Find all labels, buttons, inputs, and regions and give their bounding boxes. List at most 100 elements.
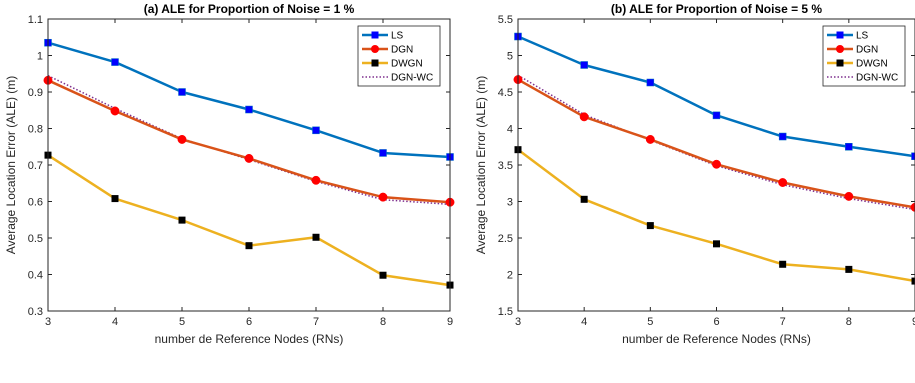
x-tick-label: 7 xyxy=(313,316,319,328)
data-point xyxy=(779,260,787,268)
legend-label: DGN-WC xyxy=(391,73,433,84)
legend-marker xyxy=(836,59,844,67)
x-tick-label: 3 xyxy=(515,316,521,328)
x-tick-label: 4 xyxy=(581,316,587,328)
y-axis-label: Average Location Error (ALE) (m) xyxy=(474,76,488,255)
chart-panel-a: (a) ALE for Proportion of Noise = 1 % 0.3… xyxy=(4,2,455,346)
x-tick-label: 7 xyxy=(780,316,786,328)
y-tick-label: 1 xyxy=(37,51,43,63)
y-tick-label: 0.6 xyxy=(28,197,43,209)
x-axis-label: number de Reference Nodes (RNs) xyxy=(622,332,811,346)
data-point xyxy=(245,242,253,250)
axes-box xyxy=(47,18,451,312)
data-point xyxy=(178,216,186,224)
data-point xyxy=(844,191,854,201)
x-tick-label: 6 xyxy=(713,316,719,328)
y-tick-label: 4 xyxy=(507,124,513,136)
axes-box xyxy=(517,18,915,312)
legend-marker xyxy=(371,31,379,39)
legend-label: DWGN xyxy=(391,59,423,70)
data-point xyxy=(378,192,388,202)
y-axis-label: Average Location Error (ALE) (m) xyxy=(4,76,18,255)
x-tick-label: 8 xyxy=(380,316,386,328)
data-point xyxy=(178,88,186,96)
x-tick-label: 3 xyxy=(45,316,51,328)
legend-item-dgn: DGN xyxy=(827,45,878,56)
data-point xyxy=(110,106,120,116)
data-point xyxy=(580,195,588,203)
y-tick-label: 0.9 xyxy=(28,87,43,99)
y-tick-label: 4.5 xyxy=(498,87,513,99)
data-point xyxy=(845,143,853,151)
data-point xyxy=(911,277,915,285)
legend-marker xyxy=(371,45,379,53)
legend-marker xyxy=(836,45,844,53)
y-tick-label: 0.7 xyxy=(28,160,43,172)
x-tick-label: 5 xyxy=(179,316,185,328)
legend-marker xyxy=(371,59,379,67)
y-tick-label: 2 xyxy=(507,270,513,282)
x-tick-label: 4 xyxy=(112,316,118,328)
data-point xyxy=(244,153,254,163)
y-tick-label: 1.5 xyxy=(498,306,513,318)
y-tick-label: 5.5 xyxy=(498,14,513,26)
data-point xyxy=(911,152,915,160)
x-tick-label: 8 xyxy=(846,316,852,328)
legend: LS DGN DWGN DGN-WC xyxy=(822,25,906,87)
y-tick-label: 5 xyxy=(507,51,513,63)
data-point xyxy=(579,112,589,122)
series-ls xyxy=(44,38,454,161)
legend-label: DGN xyxy=(856,45,878,56)
data-point xyxy=(646,222,654,230)
data-point xyxy=(778,178,788,187)
y-tick-label: 0.3 xyxy=(28,306,43,318)
legend-item-dgn-wc: DGN-WC xyxy=(827,73,898,84)
legend-item-dgn: DGN xyxy=(362,45,413,56)
x-tick-label: 9 xyxy=(447,316,453,328)
legend-item-dgn-wc: DGN-WC xyxy=(362,73,433,84)
y-tick-label: 2.5 xyxy=(498,233,513,245)
data-point xyxy=(111,195,119,203)
data-point xyxy=(177,135,187,144)
x-axis-label: number de Reference Nodes (RNs) xyxy=(155,332,344,346)
data-point xyxy=(312,126,320,135)
chart-panel-b: (b) ALE for Proportion of Noise = 5 % 1.5… xyxy=(474,2,915,346)
chart-title: (a) ALE for Proportion of Noise = 1 % xyxy=(144,2,355,16)
legend: LS DGN DWGN DGN-WC xyxy=(357,25,441,87)
legend-item-dwgn: DWGN xyxy=(827,59,888,70)
x-tick-label: 5 xyxy=(647,316,653,328)
legend-label: LS xyxy=(391,31,404,42)
legend-item-ls: LS xyxy=(827,31,869,42)
legend-label: DGN-WC xyxy=(856,73,898,84)
data-point xyxy=(379,149,387,157)
data-point xyxy=(712,159,721,169)
data-point xyxy=(245,105,253,114)
x-tick-label: 9 xyxy=(912,316,915,328)
x-tick-label: 6 xyxy=(246,316,252,328)
data-point xyxy=(580,61,588,69)
legend-label: LS xyxy=(856,31,869,42)
data-point xyxy=(111,58,119,66)
legend-marker xyxy=(836,31,844,39)
data-point xyxy=(645,135,655,144)
series-dgn xyxy=(513,75,915,212)
legend-label: DWGN xyxy=(856,59,888,70)
y-tick-label: 0.5 xyxy=(28,233,43,245)
data-point xyxy=(713,240,720,248)
y-tick-label: 0.4 xyxy=(28,270,43,282)
y-tick-label: 3.5 xyxy=(498,160,513,172)
data-point xyxy=(646,78,655,87)
legend-item-dwgn: DWGN xyxy=(362,59,423,70)
data-point xyxy=(778,132,787,141)
y-tick-label: 0.8 xyxy=(28,124,43,136)
data-point xyxy=(312,233,320,241)
chart-title: (b) ALE for Proportion of Noise = 5 % xyxy=(611,2,823,16)
data-point xyxy=(712,111,721,120)
data-point xyxy=(311,175,321,185)
legend-item-ls: LS xyxy=(362,31,404,42)
y-tick-label: 3 xyxy=(507,197,513,209)
series-dgn xyxy=(43,75,455,207)
y-tick-label: 1.1 xyxy=(28,14,43,26)
data-point xyxy=(845,265,853,273)
